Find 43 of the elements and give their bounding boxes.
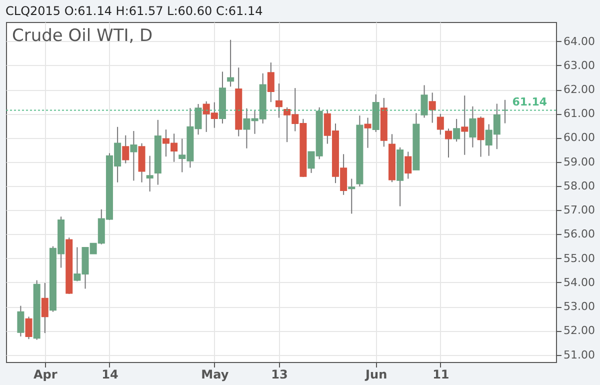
y-tick-label: 60.00 <box>564 131 595 144</box>
candlestick <box>444 128 452 158</box>
candlestick <box>130 130 138 182</box>
y-tick-label: 57.00 <box>564 204 595 217</box>
candlestick <box>420 84 428 118</box>
x-tick-label: 14 <box>102 368 118 382</box>
y-tick-label: 51.00 <box>564 348 595 362</box>
y-tick-label: 54.00 <box>564 276 595 289</box>
x-tick-label: Jun <box>364 368 388 382</box>
ref-line-label: 61.14 <box>512 95 548 108</box>
candlestick <box>146 155 154 192</box>
y-tick-label: 55.00 <box>564 252 595 265</box>
text: CLQ2015 O:61.14 H:61.57 L:60.60 C:61.14 <box>6 4 263 18</box>
y-tick-label: 56.00 <box>564 228 595 241</box>
candlestick <box>461 95 468 156</box>
candlestick <box>453 118 460 142</box>
candlestick <box>41 282 48 334</box>
candlestick <box>267 62 274 103</box>
y-tick-label: 52.00 <box>564 324 595 338</box>
candlestick <box>364 117 372 148</box>
y-tick-label: 62.00 <box>564 83 595 96</box>
x-tick-label: May <box>201 368 229 382</box>
y-tick-label: 58.00 <box>564 179 595 192</box>
candlestick <box>404 151 412 180</box>
chart-title: Crude Oil WTI, D <box>12 26 153 46</box>
y-tick-label: 59.00 <box>564 155 595 168</box>
y-tick-label: 53.00 <box>564 300 595 314</box>
candlestick <box>428 92 436 124</box>
y-tick-label: 64.00 <box>564 34 595 48</box>
x-tick-label: 13 <box>271 368 288 382</box>
candlestick <box>477 116 484 158</box>
y-tick-label: 63.00 <box>564 58 595 72</box>
candlestick <box>122 134 130 164</box>
candlestick <box>348 178 356 214</box>
candlestick <box>227 39 234 88</box>
x-tick-label: 11 <box>432 368 450 382</box>
candlestick <box>469 106 476 148</box>
candlestick <box>17 305 24 337</box>
candlestick <box>436 113 444 136</box>
x-tick-label: Apr <box>34 368 58 382</box>
candlestick <box>25 316 32 340</box>
y-tick-label: 61.00 <box>564 107 595 120</box>
candlestick <box>275 82 282 118</box>
